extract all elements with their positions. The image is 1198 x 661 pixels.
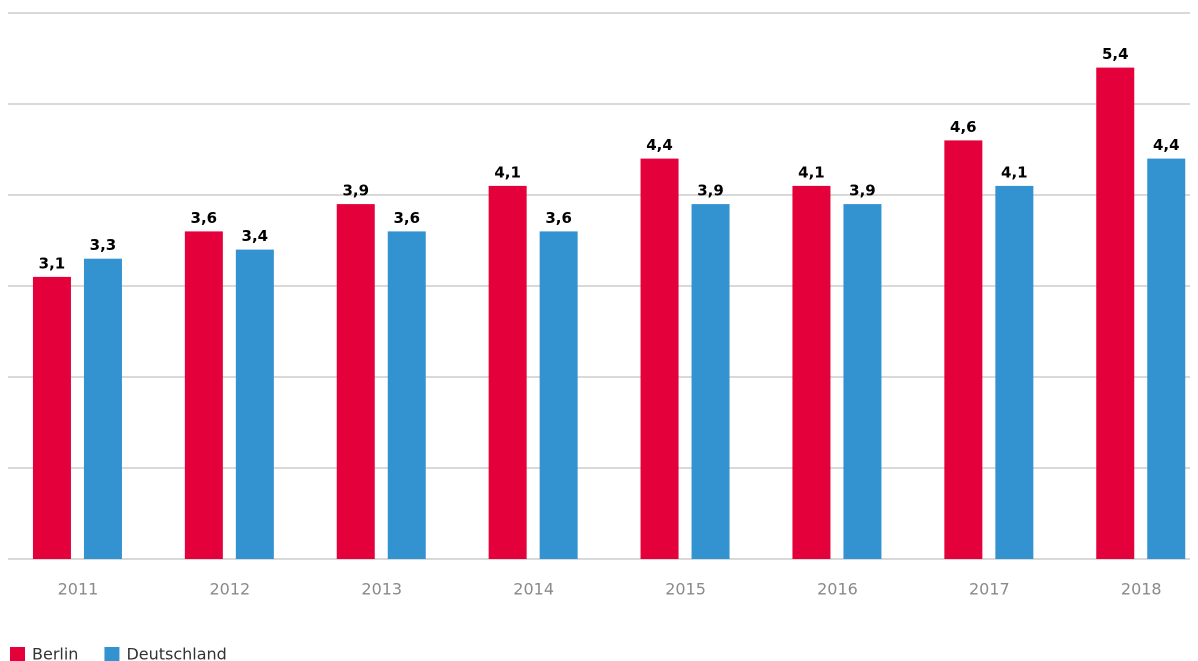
bar: [1147, 158, 1186, 559]
bar: [792, 185, 831, 559]
legend-swatch: [104, 647, 120, 661]
bar: [640, 158, 679, 559]
x-tick-label: 2012: [209, 580, 250, 599]
value-label: 3,1: [39, 254, 66, 272]
value-label: 3,6: [545, 209, 572, 227]
x-tick-label: 2011: [58, 580, 99, 599]
value-label: 4,6: [950, 118, 977, 136]
x-tick-label: 2014: [513, 580, 554, 599]
bar: [387, 231, 426, 559]
value-label: 4,1: [1001, 163, 1028, 181]
bar: [32, 276, 71, 559]
bar: [944, 140, 983, 559]
x-tick-label: 2018: [1121, 580, 1162, 599]
value-label: 3,9: [342, 182, 369, 200]
legend-label: Deutschland: [126, 645, 226, 661]
bar: [488, 185, 527, 559]
legend-swatch: [10, 647, 25, 661]
bar: [83, 258, 122, 559]
value-label: 3,4: [242, 227, 269, 245]
value-label: 3,3: [90, 236, 117, 254]
value-label: 3,6: [191, 209, 218, 227]
bar: [336, 204, 375, 559]
value-label: 4,1: [494, 163, 521, 181]
value-label: 4,4: [646, 136, 673, 154]
bar: [539, 231, 578, 559]
legend-label: Berlin: [32, 645, 78, 661]
value-label: 3,9: [849, 182, 876, 200]
value-label: 4,1: [798, 163, 825, 181]
bar: [691, 204, 730, 559]
x-tick-label: 2013: [361, 580, 402, 599]
bar: [235, 249, 274, 559]
value-label: 4,4: [1153, 136, 1180, 154]
x-tick-label: 2016: [817, 580, 858, 599]
bar: [184, 231, 223, 559]
value-label: 5,4: [1102, 45, 1129, 63]
bar: [843, 204, 882, 559]
value-label: 3,9: [697, 182, 724, 200]
x-tick-label: 2015: [665, 580, 706, 599]
value-label: 3,6: [393, 209, 420, 227]
bar: [995, 185, 1034, 559]
x-tick-label: 2017: [969, 580, 1010, 599]
bar: [1096, 67, 1135, 559]
